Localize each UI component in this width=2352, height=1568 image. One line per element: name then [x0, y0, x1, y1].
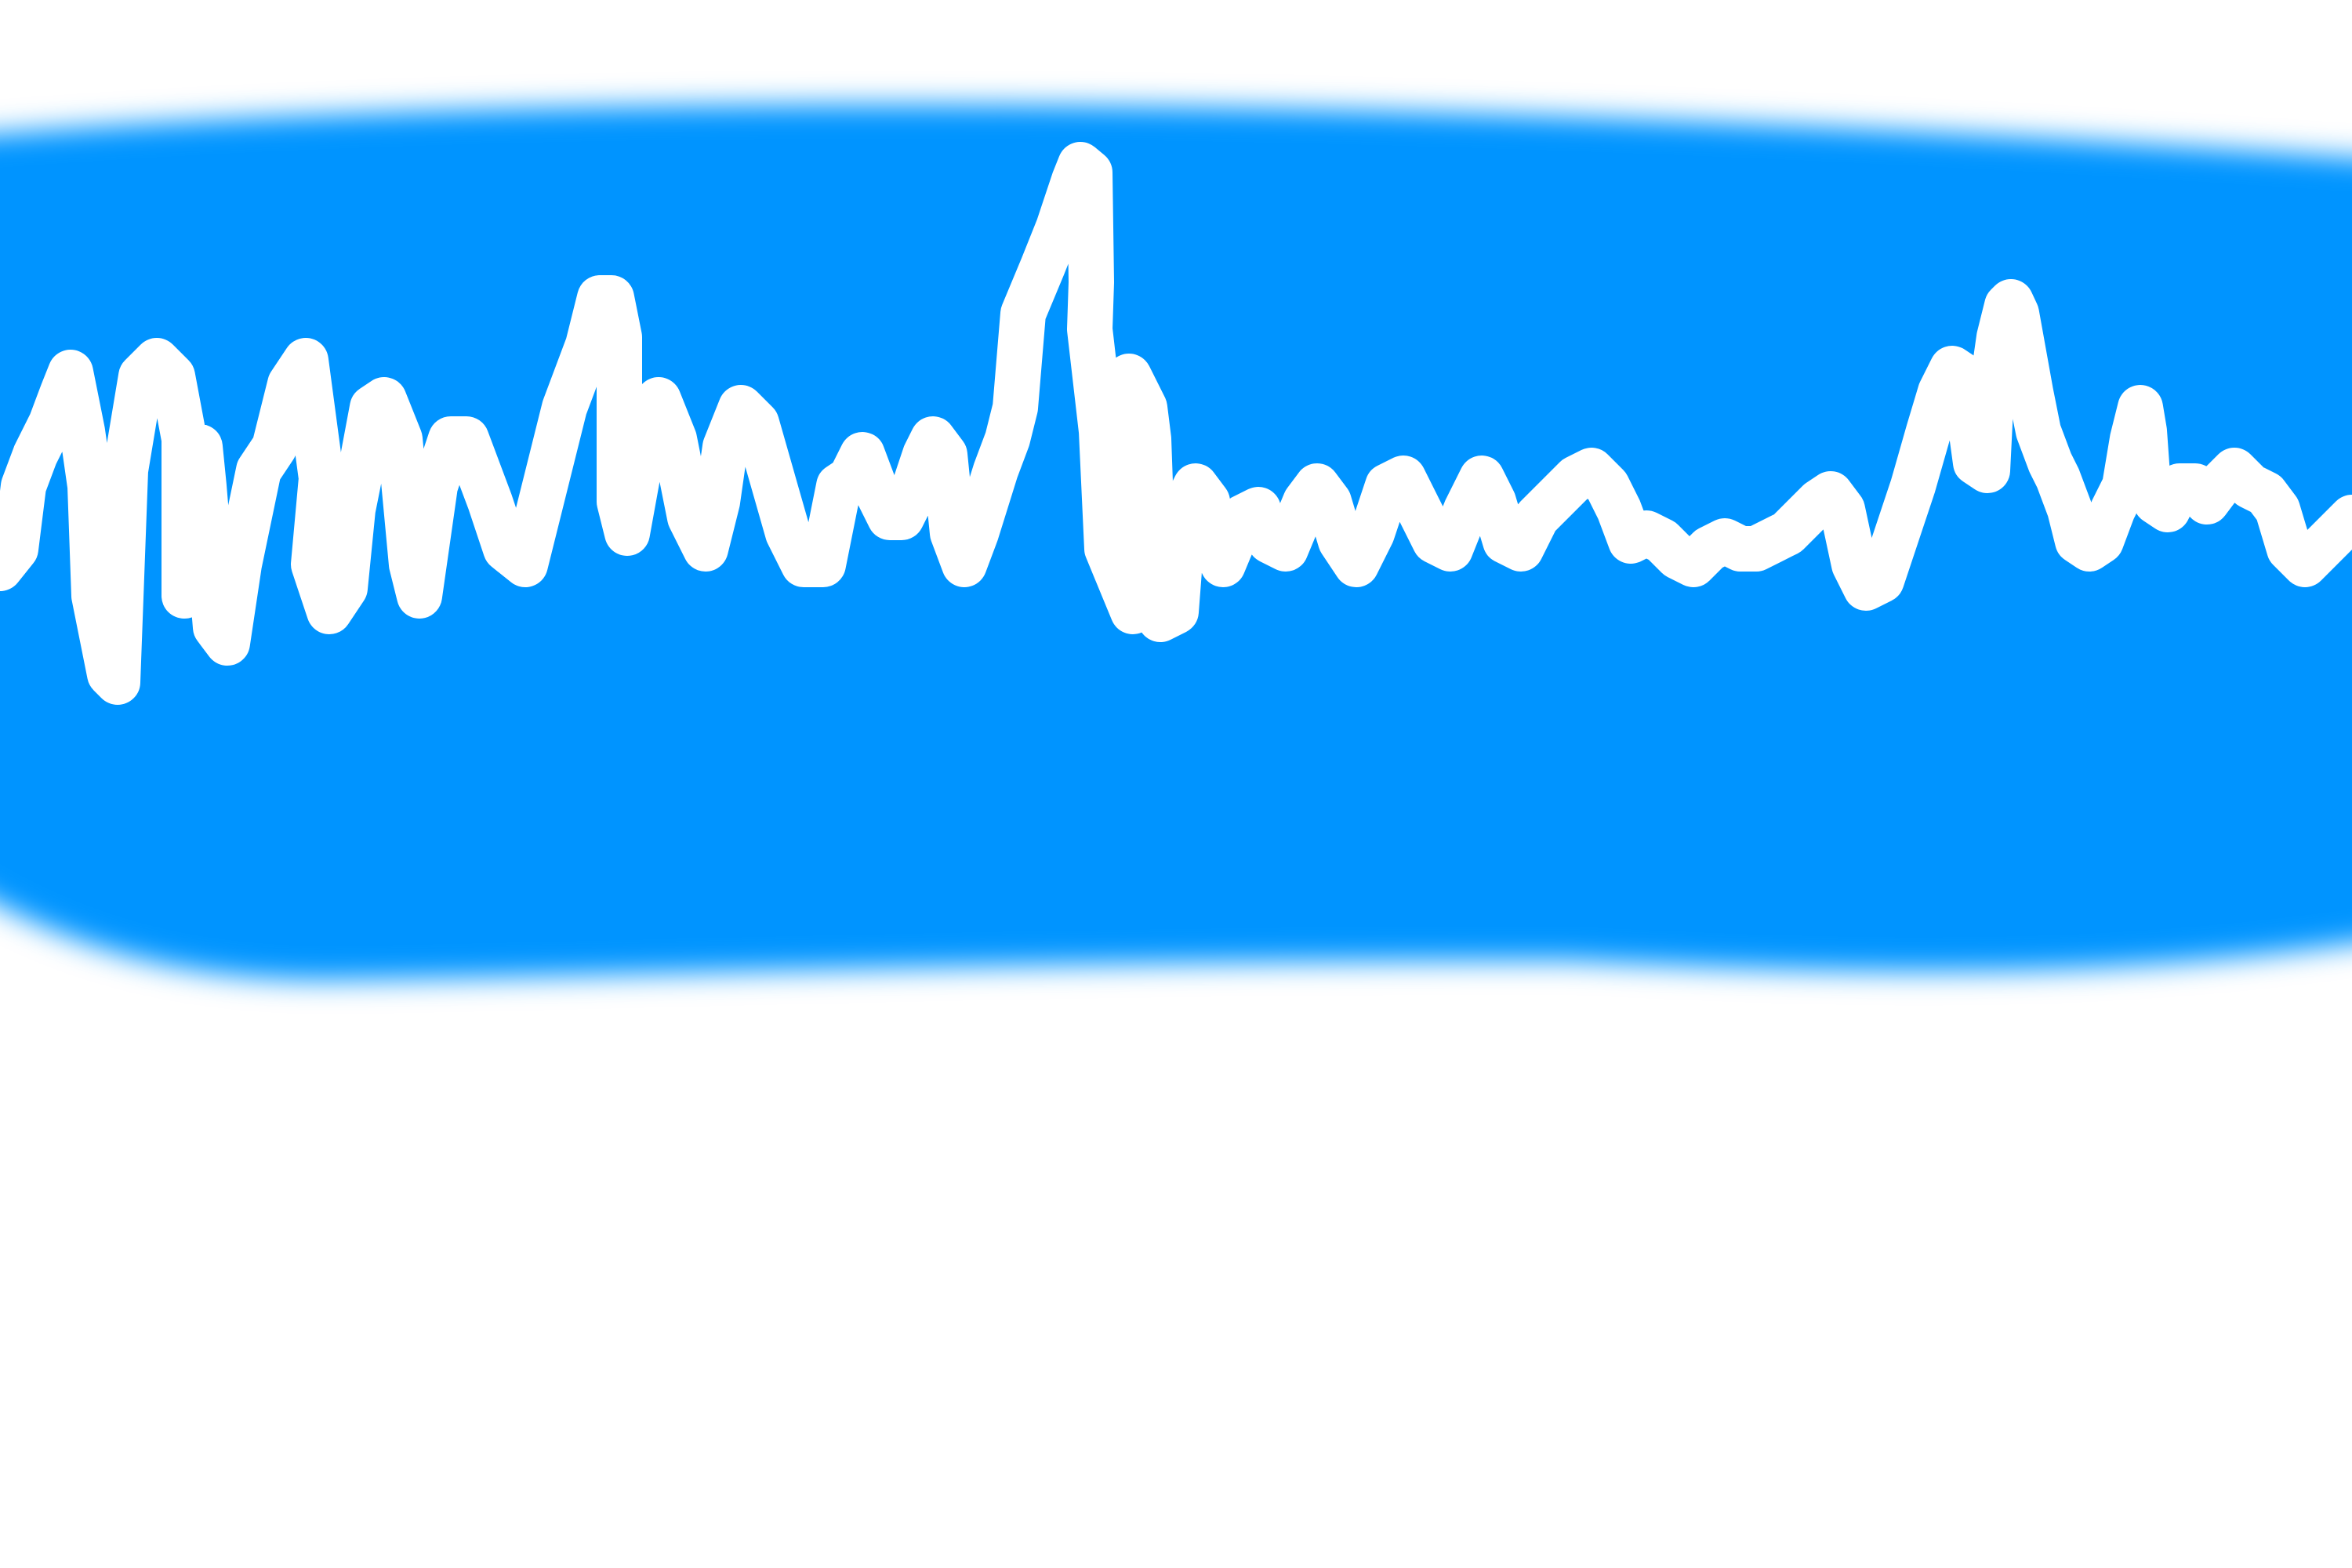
- white-zigzag-stroke: [0, 142, 2352, 705]
